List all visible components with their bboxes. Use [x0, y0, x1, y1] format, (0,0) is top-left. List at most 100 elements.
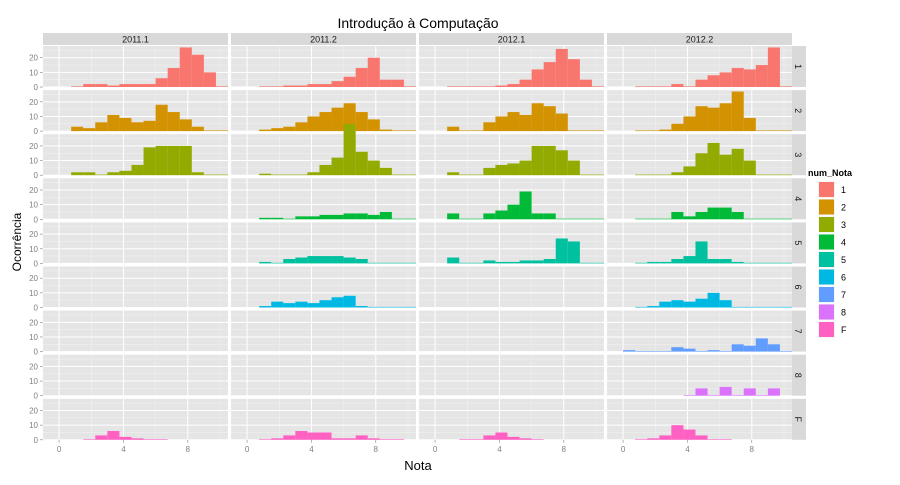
histogram-bar [671, 211, 684, 220]
histogram-bar [707, 350, 720, 352]
histogram-bar [71, 126, 84, 132]
histogram-bar [143, 439, 156, 440]
histogram-bar [579, 79, 592, 87]
histogram-bar [403, 86, 416, 87]
histogram-bar [707, 75, 720, 87]
panel-background [419, 310, 604, 352]
histogram-bar [471, 439, 484, 440]
histogram-bar [471, 174, 484, 176]
histogram-bar [271, 128, 284, 132]
histogram-bar [131, 438, 144, 440]
histogram-bar [647, 174, 660, 176]
histogram-bar [283, 259, 296, 264]
histogram-bar [379, 167, 392, 176]
legend-label: F [841, 325, 847, 335]
row-strip [790, 90, 806, 132]
histogram-bar [743, 388, 756, 396]
histogram-bar [155, 78, 168, 87]
y-tick-label: 20 [29, 318, 38, 327]
histogram-bar [391, 262, 404, 264]
histogram-bar [283, 435, 296, 440]
histogram-bar [459, 218, 472, 220]
histogram-bar [495, 432, 508, 440]
x-tick-label: 0 [245, 445, 250, 454]
histogram-bar [203, 174, 216, 176]
histogram-bar [531, 439, 544, 440]
panel-background [419, 354, 604, 396]
histogram-bar [543, 145, 556, 176]
legend: num_Nota 1 2 3 4 5 6 7 8 F [808, 168, 853, 339]
histogram-bar [459, 262, 472, 264]
histogram-bar [767, 174, 780, 176]
histogram-bar [367, 57, 380, 87]
histogram-bar [355, 435, 368, 440]
histogram-bar [331, 214, 344, 220]
histogram-bar [507, 261, 520, 264]
histogram-bar [671, 84, 684, 87]
histogram-bar [483, 435, 496, 440]
histogram-bar [447, 172, 460, 176]
histogram-bar [295, 85, 308, 87]
histogram-bar [403, 130, 416, 132]
histogram-bar [131, 122, 144, 132]
histogram-bar [331, 157, 344, 176]
histogram-bar [635, 174, 648, 176]
histogram-bar [591, 262, 604, 264]
histogram-bar [767, 262, 780, 264]
y-tick-label: 0 [34, 392, 39, 401]
row-strip-label: 1 [793, 64, 803, 69]
histogram-bar [295, 301, 308, 308]
histogram-bar [483, 122, 496, 132]
histogram-bar [767, 388, 780, 396]
legend-key [819, 322, 834, 337]
histogram-bar [367, 438, 380, 440]
row-strip-label: 6 [793, 284, 803, 289]
histogram-bar [695, 241, 708, 264]
histogram-bar [319, 164, 332, 176]
y-tick-label: 0 [34, 259, 39, 268]
histogram-bar [647, 130, 660, 132]
row-strip-label: 2 [793, 108, 803, 113]
histogram-bar [331, 256, 344, 264]
y-tick-label: 0 [34, 215, 39, 224]
histogram-bar [155, 439, 168, 440]
histogram-bar [683, 395, 696, 396]
histogram-bar [191, 172, 204, 176]
histogram-bar [295, 257, 308, 264]
histogram-bar [707, 142, 720, 176]
histogram-bar [459, 86, 472, 87]
histogram-bar [543, 106, 556, 132]
histogram-bar [779, 86, 792, 87]
histogram-bar [355, 306, 368, 308]
histogram-bar [271, 174, 284, 176]
y-tick-label: 10 [29, 112, 38, 121]
row-strip [790, 398, 806, 440]
histogram-bar [555, 218, 568, 220]
row-strip-label: 8 [793, 373, 803, 378]
histogram-bar [167, 112, 180, 132]
histogram-bar [343, 76, 356, 87]
histogram-bar [519, 438, 532, 440]
histogram-bar [283, 174, 296, 176]
x-tick-label: 0 [57, 445, 62, 454]
histogram-bar [579, 130, 592, 132]
histogram-bar [119, 170, 132, 176]
histogram-bar [531, 69, 544, 87]
histogram-bar [671, 259, 684, 264]
histogram-bar [671, 123, 684, 132]
row-strip [790, 310, 806, 352]
x-tick-label: 8 [186, 445, 191, 454]
histogram-bar [755, 306, 768, 308]
histogram-bar [779, 218, 792, 220]
histogram-bar [119, 436, 132, 440]
histogram-bar [695, 435, 708, 440]
histogram-bar [191, 126, 204, 132]
y-tick-label: 10 [29, 421, 38, 430]
column-strip [607, 33, 792, 45]
y-tick-label: 0 [34, 83, 39, 92]
y-tick-label: 20 [29, 186, 38, 195]
histogram-bar [695, 351, 708, 352]
histogram-bar [495, 210, 508, 220]
histogram-bar [659, 218, 672, 220]
